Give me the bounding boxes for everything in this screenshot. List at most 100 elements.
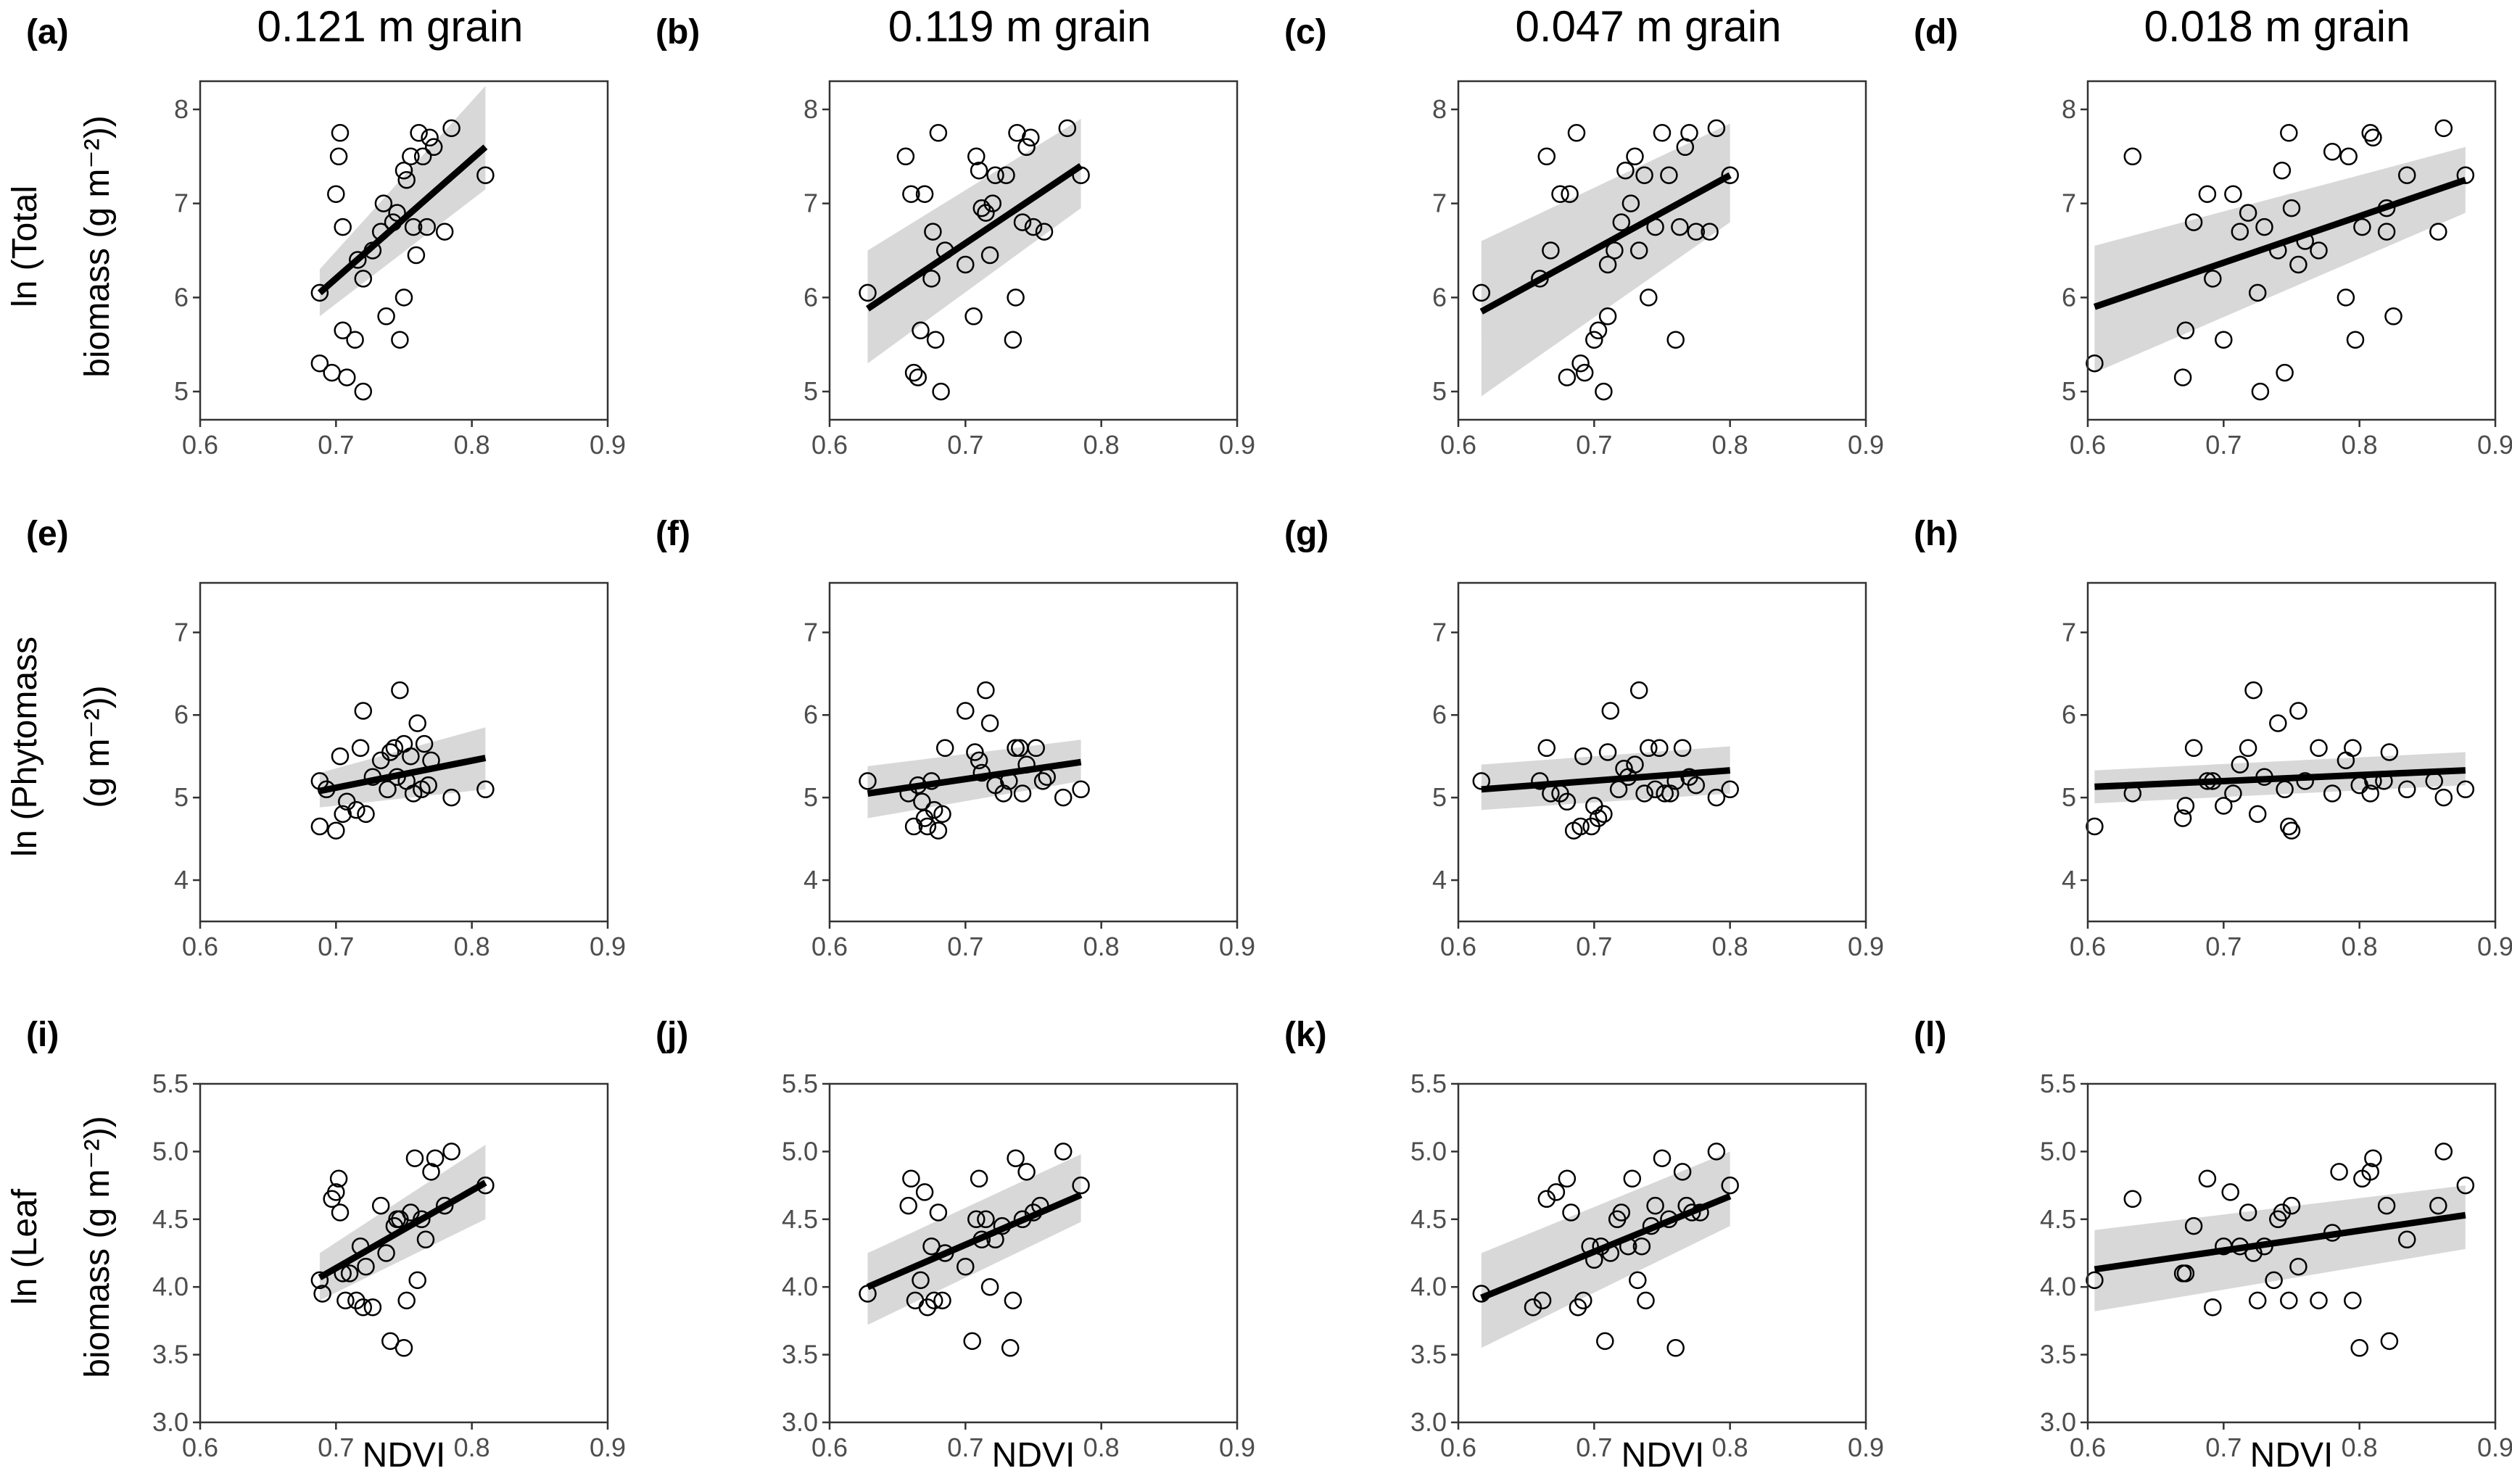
data-point xyxy=(1595,805,1613,824)
data-point xyxy=(2361,1163,2379,1181)
data-point xyxy=(1558,1169,1577,1188)
data-point xyxy=(2273,1203,2292,1222)
data-point xyxy=(929,124,948,142)
panel-label-g: (g) xyxy=(1284,515,1329,553)
data-point xyxy=(2123,147,2142,166)
row-title-line: (g m⁻²)) xyxy=(78,685,117,808)
data-point xyxy=(377,307,395,326)
data-point xyxy=(357,1257,375,1276)
data-point xyxy=(904,363,923,382)
data-point xyxy=(323,363,341,382)
panel-label-f: (f) xyxy=(656,515,690,553)
x-tick-label: 0.9 xyxy=(590,430,626,460)
data-point xyxy=(327,185,345,203)
x-tick-label: 0.8 xyxy=(2342,430,2378,460)
y-tick-label: 3.0 xyxy=(1410,1407,1447,1437)
x-tick-label: 0.7 xyxy=(318,1433,354,1462)
data-point xyxy=(918,817,937,836)
data-point xyxy=(1640,289,1658,307)
data-point xyxy=(1571,817,1590,836)
regression-line xyxy=(318,1180,487,1281)
data-point xyxy=(435,223,454,241)
data-point xyxy=(1558,792,1577,811)
data-point xyxy=(1673,1163,1692,1181)
data-point xyxy=(967,147,986,166)
y-tick-label: 5.0 xyxy=(782,1136,818,1166)
data-point xyxy=(918,1298,937,1317)
data-point xyxy=(2384,307,2402,326)
y-tick-label: 3.0 xyxy=(2040,1407,2076,1437)
data-point xyxy=(1598,255,1617,274)
x-tick-label: 0.6 xyxy=(1440,1433,1476,1462)
data-point xyxy=(902,185,920,203)
column-title-2: 0.119 m grain xyxy=(888,2,1151,51)
data-point xyxy=(980,714,999,732)
regression-line xyxy=(1481,767,1731,793)
data-point xyxy=(1571,354,1590,373)
x-tick-label: 0.9 xyxy=(590,932,626,961)
data-point xyxy=(2173,809,2192,827)
data-point xyxy=(1632,1237,1651,1256)
data-point xyxy=(899,1196,917,1215)
y-tick-label: 7 xyxy=(2062,617,2076,647)
data-point xyxy=(1626,755,1644,774)
y-tick-label: 4.5 xyxy=(152,1204,189,1234)
y-tick-label: 3.5 xyxy=(1410,1340,1447,1369)
data-point xyxy=(1575,363,1594,382)
data-point xyxy=(2310,241,2328,260)
data-point xyxy=(2310,1291,2328,1310)
data-point xyxy=(1013,784,1032,803)
data-point xyxy=(977,681,995,700)
panel-label-c: (c) xyxy=(1284,13,1327,51)
x-tick-label: 0.9 xyxy=(1848,430,1884,460)
data-point xyxy=(2330,1163,2348,1181)
data-point xyxy=(2289,1257,2308,1276)
data-point xyxy=(2086,1271,2104,1290)
data-point xyxy=(933,805,951,824)
data-point xyxy=(1650,739,1669,758)
data-point xyxy=(1621,194,1640,212)
data-point xyxy=(354,1298,373,1317)
panel-g: 0.6 0.7 0.8 0.9 4 5 6 7 (g) xyxy=(1284,515,1884,961)
y-tick-label: 7 xyxy=(174,617,189,647)
y-tick-label: 6 xyxy=(1432,700,1447,729)
data-point xyxy=(347,800,365,819)
y-tick-label: 5.5 xyxy=(152,1069,189,1098)
row-title-superscript: ⁻²)) xyxy=(78,1116,117,1169)
y-tick-label: 4 xyxy=(803,865,818,895)
plot-frame xyxy=(2086,1082,2497,1424)
data-point xyxy=(391,681,409,700)
data-point xyxy=(415,734,434,753)
data-point xyxy=(402,747,420,766)
data-point xyxy=(418,217,437,236)
data-point xyxy=(1058,119,1077,138)
confidence-band xyxy=(2094,146,2466,373)
data-point xyxy=(1533,1291,1552,1310)
data-point xyxy=(2086,817,2104,836)
panel-label-b: (b) xyxy=(656,13,700,51)
data-point xyxy=(442,788,460,807)
data-point xyxy=(2364,1149,2382,1167)
y-tick-label: 5 xyxy=(174,376,189,406)
data-point xyxy=(2184,1216,2203,1235)
regression-line xyxy=(1479,172,1732,315)
plot-frame xyxy=(2086,80,2497,421)
panel-d: 0.6 0.7 0.8 0.9 5 6 7 8 (d) xyxy=(1914,13,2512,460)
x-tick-label: 0.7 xyxy=(2205,1433,2242,1462)
data-point xyxy=(1547,1183,1566,1201)
y-tick-label: 8 xyxy=(1432,94,1447,124)
x-tick-label: 0.6 xyxy=(811,430,848,460)
data-point xyxy=(310,354,329,373)
x-tick-label: 0.6 xyxy=(182,932,218,961)
data-point xyxy=(977,1210,995,1229)
data-point xyxy=(2310,739,2328,758)
x-tick-label: 0.8 xyxy=(1712,932,1748,961)
x-tick-label: 0.6 xyxy=(2070,1433,2106,1462)
x-tick-label: 0.8 xyxy=(1083,1433,1120,1462)
y-tick-label: 4 xyxy=(174,865,189,895)
data-point xyxy=(421,128,439,147)
data-point xyxy=(1656,784,1674,803)
row-title-line: ln (Total xyxy=(6,186,44,307)
data-point xyxy=(410,124,428,142)
data-point xyxy=(1004,1291,1022,1310)
